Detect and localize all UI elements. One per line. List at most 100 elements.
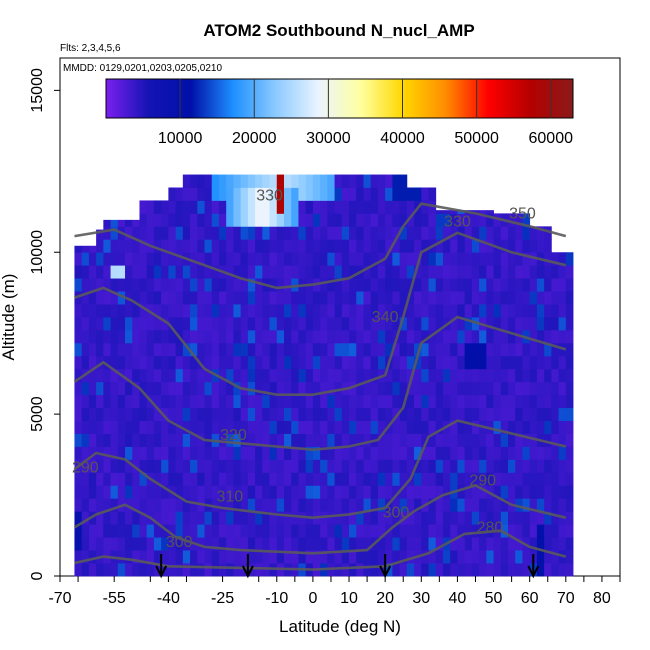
heatmap-cell: [168, 563, 177, 577]
heatmap-cell: [392, 498, 401, 512]
heatmap-cell: [312, 446, 321, 460]
heatmap-cell: [233, 511, 242, 525]
heatmap-cell: [457, 407, 466, 421]
heatmap-cell: [125, 433, 133, 447]
heatmap-cell: [276, 291, 285, 305]
heatmap-cell: [255, 265, 263, 279]
heatmap-cell: [247, 342, 256, 357]
heatmap-cell: [139, 368, 148, 383]
heatmap-cell: [493, 368, 502, 383]
heatmap-cell: [392, 407, 401, 421]
heatmap-cell: [211, 550, 220, 564]
heatmap-cell: [544, 317, 552, 331]
heatmap-cell: [291, 317, 299, 331]
heatmap-cell: [298, 317, 307, 331]
heatmap-cell: [493, 278, 502, 292]
heatmap-cell: [197, 187, 205, 201]
heatmap-cell: [161, 407, 169, 421]
heatmap-cell: [74, 485, 83, 499]
heatmap-cell: [471, 537, 480, 551]
heatmap-cell: [168, 226, 177, 240]
heatmap-cell: [327, 446, 335, 460]
heatmap-cell: [291, 407, 299, 421]
heatmap-cell: [414, 368, 422, 383]
heatmap-cell: [349, 291, 357, 305]
heatmap-cell: [168, 252, 177, 266]
heatmap-cell: [88, 407, 97, 421]
heatmap-cell: [529, 368, 538, 383]
heatmap-cell: [204, 511, 213, 525]
heatmap-cell: [377, 278, 386, 292]
heatmap-cell: [247, 368, 256, 383]
heatmap-cell: [435, 420, 444, 434]
heatmap-cell: [197, 459, 205, 473]
heatmap-cell: [312, 394, 321, 409]
arrow-head: [241, 565, 254, 579]
heatmap-cell: [435, 472, 444, 486]
heatmap-cell: [334, 278, 343, 292]
heatmap-cell: [182, 329, 191, 344]
colorbar-tick-label: 60000: [529, 130, 574, 147]
heatmap-cell: [146, 213, 155, 227]
heatmap-cell: [508, 550, 516, 564]
heatmap-cell: [182, 498, 191, 512]
heatmap-cell: [414, 420, 422, 434]
heatmap-cell: [305, 239, 314, 253]
heatmap-cell: [182, 563, 191, 577]
heatmap-cell: [190, 563, 198, 577]
heatmap-cell: [486, 537, 494, 551]
heatmap-cell: [197, 278, 205, 292]
heatmap-cell: [363, 381, 372, 396]
heatmap-cell: [457, 524, 466, 538]
heatmap-cell: [103, 252, 111, 266]
heatmap-cell: [269, 446, 278, 460]
heatmap-cell: [125, 304, 133, 318]
heatmap-cell: [500, 355, 509, 370]
heatmap-cell: [96, 317, 104, 331]
heatmap-cell: [406, 265, 415, 279]
heatmap-cell: [349, 381, 357, 396]
heatmap-cell: [435, 210, 444, 214]
heatmap-cell: [204, 239, 213, 253]
heatmap-cell: [284, 187, 292, 201]
heatmap-cell: [565, 342, 574, 357]
heatmap-cell: [255, 239, 263, 253]
heatmap-cell: [269, 355, 278, 370]
heatmap-cell: [349, 446, 357, 460]
heatmap-cell: [536, 511, 545, 525]
heatmap-cell: [125, 329, 133, 344]
heatmap-cell: [334, 472, 343, 486]
heatmap-cell: [262, 420, 270, 434]
heatmap-cell: [529, 407, 538, 421]
heatmap-cell: [291, 550, 299, 564]
heatmap-cell: [428, 537, 437, 551]
heatmap-cell: [74, 317, 83, 331]
heatmap-cell: [320, 317, 328, 331]
heatmap-cell: [551, 550, 559, 564]
heatmap-cell: [457, 291, 466, 305]
heatmap-cell: [385, 511, 393, 525]
heatmap-cell: [305, 433, 314, 447]
heatmap-cell: [175, 187, 184, 201]
heatmap-cell: [132, 368, 140, 383]
heatmap-cell: [406, 200, 415, 214]
heatmap-cell: [139, 563, 148, 577]
heatmap-cell: [399, 355, 408, 370]
heatmap-cell: [457, 317, 466, 331]
heatmap-cell: [544, 381, 552, 396]
heatmap-cell: [450, 291, 458, 305]
heatmap-cell: [435, 342, 444, 357]
heatmap-cell: [74, 245, 83, 253]
heatmap-cell: [204, 459, 213, 473]
heatmap-cell: [450, 550, 458, 564]
heatmap-cell: [320, 459, 328, 473]
heatmap-cell: [226, 252, 234, 266]
heatmap-cell: [168, 239, 177, 253]
heatmap-cell: [320, 394, 328, 409]
heatmap-cell: [190, 485, 198, 499]
heatmap-cell: [161, 252, 169, 266]
heatmap-cell: [385, 446, 393, 460]
heatmap-cell: [132, 485, 140, 499]
heatmap-cell: [276, 420, 285, 434]
